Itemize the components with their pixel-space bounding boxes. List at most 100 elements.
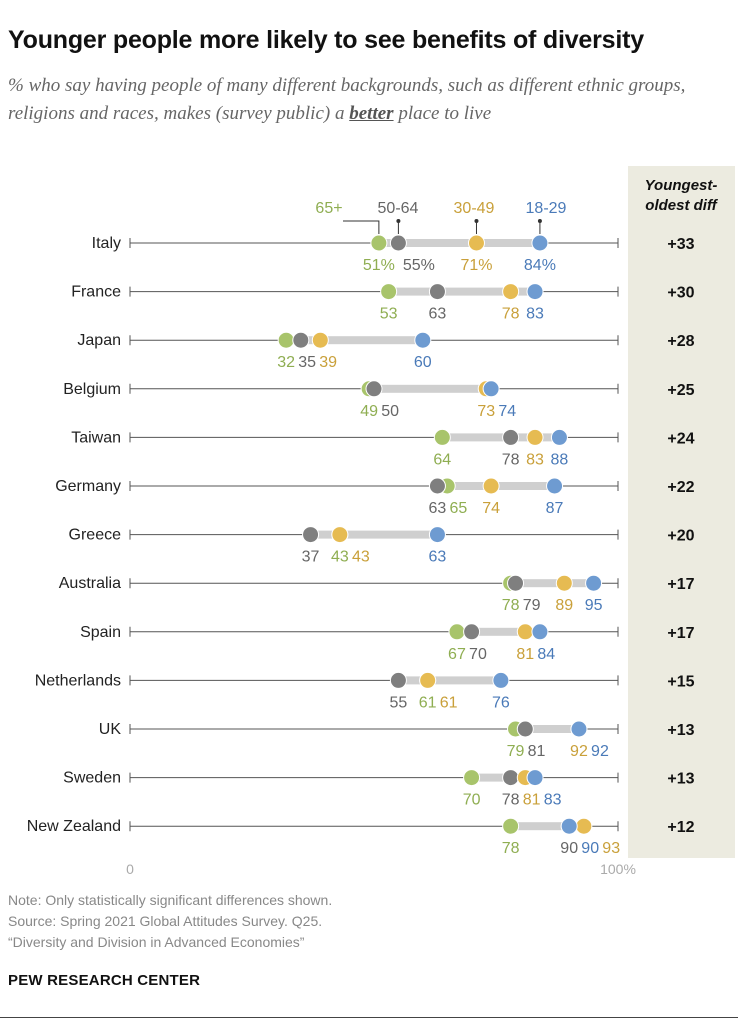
country-label-new-zealand: New Zealand bbox=[27, 818, 121, 835]
chart-title: Younger people more likely to see benefi… bbox=[8, 26, 644, 54]
value-label-uk-30-49: 92 bbox=[570, 743, 588, 760]
dot-new-zealand-30-49 bbox=[575, 817, 593, 835]
chart-subtitle: % who say having people of many differen… bbox=[8, 72, 728, 128]
chart-footer: Note: Only statistically significant dif… bbox=[8, 890, 332, 953]
value-label-spain-65plus: 67 bbox=[448, 646, 466, 663]
dot-australia-18-29 bbox=[585, 574, 603, 592]
value-label-italy-30-49: 71% bbox=[460, 257, 492, 274]
value-label-japan-30-49: 39 bbox=[319, 354, 337, 371]
dot-spain-65plus bbox=[448, 623, 466, 641]
value-label-new-zealand-30-49: 93 bbox=[602, 840, 620, 857]
dot-spain-30-49 bbox=[516, 623, 534, 641]
dot-belgium-18-29 bbox=[482, 380, 500, 398]
dot-italy-50-64 bbox=[389, 234, 407, 252]
dot-japan-65plus bbox=[277, 331, 295, 349]
country-label-france: France bbox=[71, 284, 121, 301]
diff-value-germany: +22 bbox=[667, 479, 694, 496]
dot-plot-chart: Youngest-oldest diff 65+ 50-64 30-49 18-29 It… bbox=[27, 166, 735, 877]
diff-column-bg bbox=[628, 166, 735, 858]
legend-leader-dot-30-49 bbox=[474, 219, 479, 223]
value-label-japan-65plus: 32 bbox=[277, 354, 295, 371]
subtitle-emphasis: better bbox=[349, 103, 394, 124]
value-label-france-50-64: 63 bbox=[429, 306, 447, 323]
country-label-italy: Italy bbox=[92, 235, 121, 252]
dot-spain-50-64 bbox=[463, 623, 481, 641]
footer-report: “Diversity and Division in Advanced Econ… bbox=[8, 934, 305, 950]
dot-netherlands-50-64 bbox=[389, 671, 407, 689]
diff-header-line2: oldest diff bbox=[645, 197, 718, 214]
range-bar-france bbox=[388, 287, 536, 296]
dot-netherlands-30-49 bbox=[419, 671, 437, 689]
footer-source: Source: Spring 2021 Global Attitudes Sur… bbox=[8, 913, 323, 929]
dot-france-30-49 bbox=[502, 283, 520, 301]
value-label-australia-65plus: 78 bbox=[502, 597, 520, 614]
value-label-netherlands-50-64: 55 bbox=[390, 694, 408, 711]
value-label-uk-18-29: 92 bbox=[591, 743, 609, 760]
diff-header-line1: Youngest- bbox=[645, 177, 718, 194]
axis-max-label: 100% bbox=[600, 861, 636, 877]
value-label-sweden-50-64: 78 bbox=[502, 792, 520, 809]
country-label-netherlands: Netherlands bbox=[35, 672, 121, 689]
dot-sweden-18-29 bbox=[526, 769, 544, 787]
diff-value-france: +30 bbox=[667, 285, 694, 302]
value-label-italy-65plus: 51% bbox=[363, 257, 395, 274]
dot-japan-30-49 bbox=[311, 331, 329, 349]
value-label-australia-30-49: 89 bbox=[555, 597, 573, 614]
range-bar-spain bbox=[456, 627, 540, 636]
value-label-new-zealand-65plus: 78 bbox=[502, 840, 520, 857]
dot-germany-50-64 bbox=[428, 477, 446, 495]
diff-value-spain: +17 bbox=[667, 625, 694, 642]
value-label-greece-18-29: 63 bbox=[429, 549, 447, 566]
value-label-netherlands-30-49: 61 bbox=[440, 694, 458, 711]
dot-taiwan-30-49 bbox=[526, 428, 544, 446]
dot-sweden-65plus bbox=[463, 769, 481, 787]
country-label-australia: Australia bbox=[59, 575, 121, 592]
dot-italy-30-49 bbox=[467, 234, 485, 252]
diff-value-belgium: +25 bbox=[667, 382, 694, 399]
value-label-belgium-18-29: 74 bbox=[498, 403, 516, 420]
value-label-belgium-65plus: 49 bbox=[360, 403, 378, 420]
value-label-new-zealand-50-64: 90 bbox=[560, 840, 578, 857]
value-label-germany-50-64: 63 bbox=[429, 500, 447, 517]
legend-label-18-29: 18-29 bbox=[526, 200, 567, 217]
value-label-sweden-30-49: 81 bbox=[523, 792, 541, 809]
range-bar-new-zealand bbox=[510, 822, 584, 831]
subtitle-text-end: place to live bbox=[393, 103, 492, 124]
value-label-spain-50-64: 70 bbox=[469, 646, 487, 663]
value-label-taiwan-30-49: 83 bbox=[526, 451, 544, 468]
value-label-australia-18-29: 95 bbox=[585, 597, 603, 614]
dot-germany-30-49 bbox=[482, 477, 500, 495]
value-label-netherlands-18-29: 76 bbox=[492, 694, 510, 711]
value-label-france-65plus: 53 bbox=[380, 306, 398, 323]
diff-value-netherlands: +15 bbox=[667, 673, 694, 690]
dot-greece-50-64 bbox=[302, 526, 320, 544]
diff-value-australia: +17 bbox=[667, 576, 694, 593]
diff-value-new-zealand: +12 bbox=[667, 819, 694, 836]
value-label-france-18-29: 83 bbox=[526, 306, 544, 323]
value-label-greece-65plus: 43 bbox=[331, 549, 349, 566]
value-label-italy-50-64: 55% bbox=[403, 257, 435, 274]
dot-netherlands-18-29 bbox=[492, 671, 510, 689]
diff-value-uk: +13 bbox=[667, 722, 694, 739]
dot-france-50-64 bbox=[428, 283, 446, 301]
value-label-uk-50-64: 81 bbox=[528, 743, 546, 760]
range-bar-uk bbox=[515, 725, 579, 733]
value-label-germany-65plus: 65 bbox=[450, 500, 468, 517]
value-label-sweden-65plus: 70 bbox=[463, 792, 481, 809]
country-label-greece: Greece bbox=[69, 527, 122, 544]
dot-greece-30-49 bbox=[331, 526, 349, 544]
value-label-greece-30-49: 43 bbox=[352, 549, 370, 566]
country-label-sweden: Sweden bbox=[63, 770, 121, 787]
dot-france-65plus bbox=[380, 283, 398, 301]
dot-greece-18-29 bbox=[428, 526, 446, 544]
country-label-japan: Japan bbox=[77, 332, 121, 349]
value-label-japan-50-64: 35 bbox=[298, 354, 316, 371]
legend-label-50-64: 50-64 bbox=[378, 200, 419, 217]
range-bar-taiwan bbox=[442, 433, 560, 442]
legend-label-30-49: 30-49 bbox=[454, 200, 495, 217]
value-label-germany-30-49: 74 bbox=[482, 500, 500, 517]
value-label-spain-30-49: 81 bbox=[516, 646, 534, 663]
legend-label-65plus: 65+ bbox=[315, 200, 342, 217]
legend-leader-dot-18-29 bbox=[537, 219, 542, 223]
brand-logo-text: PEW RESEARCH CENTER bbox=[8, 972, 201, 989]
